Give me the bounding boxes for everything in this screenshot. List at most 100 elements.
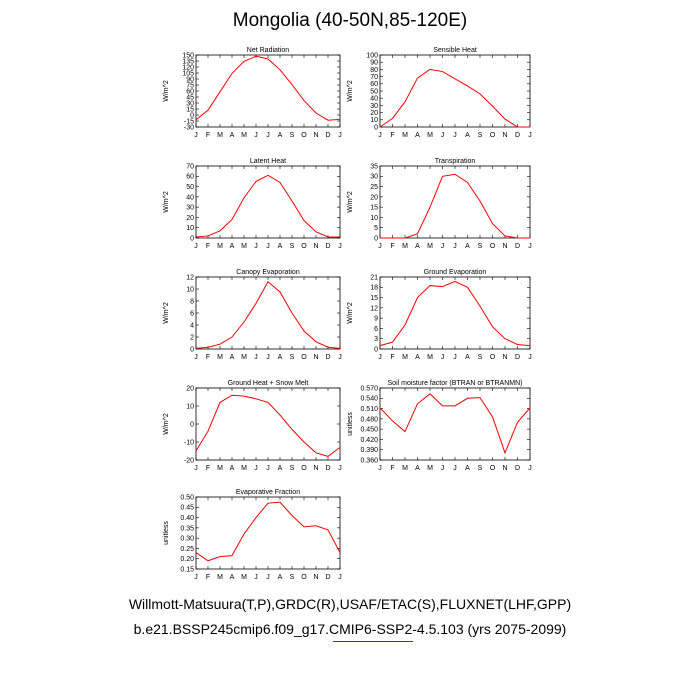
x-tick-label: N [313, 354, 318, 361]
y-tick-label: 20 [186, 215, 194, 222]
x-tick-label: M [241, 354, 247, 361]
y-tick-label: 6 [190, 310, 194, 317]
panel-title: Transpiration [435, 158, 476, 165]
y-tick-label: 3 [374, 336, 378, 343]
x-tick-label: M [217, 132, 223, 139]
x-tick-label: A [230, 243, 235, 250]
y-tick-label: 40 [186, 194, 194, 201]
x-tick-label: A [278, 574, 283, 581]
y-tick-label: 0.420 [360, 437, 378, 444]
y-tick-label: 0 [374, 235, 378, 242]
x-tick-label: M [427, 465, 433, 472]
x-tick-label: N [313, 132, 318, 139]
y-tick-label: 120 [182, 64, 194, 71]
y-tick-label: 30 [186, 100, 194, 107]
x-tick-label: J [194, 465, 198, 472]
y-axis-label: W/m^2 [163, 191, 170, 213]
y-axis-label: unitless [347, 412, 354, 436]
y-tick-label: 15 [186, 106, 194, 113]
y-tick-label: 12 [186, 274, 194, 281]
x-tick-label: D [325, 243, 330, 250]
y-tick-label: 40 [370, 96, 378, 103]
x-tick-label: M [241, 243, 247, 250]
x-tick-label: S [290, 354, 295, 361]
y-tick-label: 70 [186, 163, 194, 170]
x-tick-label: A [278, 243, 283, 250]
x-tick-label: A [278, 132, 283, 139]
x-tick-label: M [427, 354, 433, 361]
y-tick-label: 10 [186, 225, 194, 232]
x-tick-label: D [515, 132, 520, 139]
x-tick-label: J [266, 465, 270, 472]
x-tick-label: J [254, 574, 258, 581]
y-tick-label: 20 [370, 110, 378, 117]
x-tick-label: J [528, 354, 532, 361]
plot-frame [379, 387, 531, 461]
y-tick-label: -20 [184, 457, 194, 464]
y-tick-label: 50 [186, 184, 194, 191]
x-tick-label: F [390, 354, 394, 361]
panel-title: Latent Heat [250, 158, 286, 165]
x-tick-label: M [217, 465, 223, 472]
panel-9: Evaporative Fraction 0.15 0.20 0.25 0.30 0.35… [163, 489, 342, 581]
y-tick-label: 30 [370, 174, 378, 181]
y-tick-label: 6 [374, 326, 378, 333]
y-tick-label: 75 [186, 82, 194, 89]
footer-underline [333, 641, 413, 642]
y-tick-label: 21 [370, 274, 378, 281]
y-tick-label: 18 [370, 285, 378, 292]
y-tick-label: 0.25 [180, 546, 194, 553]
x-tick-label: A [415, 354, 420, 361]
x-tick-label: M [241, 465, 247, 472]
x-tick-label: D [515, 465, 520, 472]
y-tick-label: 20 [186, 385, 194, 392]
x-tick-label: D [325, 465, 330, 472]
panel-title: Soil moisture factor (BTRAN or BTRANMN) [388, 380, 523, 387]
x-tick-label: O [490, 354, 496, 361]
panel-title: Canopy Evaporation [236, 269, 300, 276]
x-tick-label: D [515, 354, 520, 361]
x-tick-label: M [402, 243, 408, 250]
plot-frame [195, 165, 341, 239]
y-tick-label: 8 [190, 298, 194, 305]
x-tick-label: J [254, 132, 258, 139]
x-tick-label: O [301, 132, 307, 139]
x-tick-label: A [465, 465, 470, 472]
y-tick-label: 100 [366, 52, 378, 59]
x-tick-label: N [313, 465, 318, 472]
x-tick-label: J [528, 132, 532, 139]
panel-title: Evaporative Fraction [236, 489, 300, 496]
x-tick-label: O [490, 243, 496, 250]
x-tick-label: M [402, 132, 408, 139]
y-tick-label: 90 [186, 76, 194, 83]
x-tick-label: J [378, 465, 382, 472]
x-tick-label: J [528, 243, 532, 250]
y-tick-label: 60 [186, 88, 194, 95]
y-tick-label: -30 [184, 124, 194, 131]
series-line [380, 173, 530, 239]
plot-frame [195, 54, 341, 128]
y-tick-label: 0.20 [180, 556, 194, 563]
series-line [195, 281, 341, 349]
y-tick-label: 10 [186, 286, 194, 293]
y-tick-label: 135 [182, 58, 194, 65]
x-tick-label: A [278, 465, 283, 472]
y-tick-label: 0.360 [360, 457, 378, 464]
series-line [379, 68, 530, 128]
y-tick-label: 0.570 [360, 385, 378, 392]
x-tick-label: D [325, 574, 330, 581]
y-axis-label: W/m^2 [163, 80, 170, 102]
x-tick-label: J [194, 243, 198, 250]
x-tick-label: J [266, 574, 270, 581]
x-tick-label: A [230, 574, 235, 581]
x-tick-label: N [502, 132, 507, 139]
x-tick-label: J [441, 243, 445, 250]
y-tick-label: 10 [370, 215, 378, 222]
y-tick-label: 0 [190, 112, 194, 119]
y-tick-label: 35 [370, 163, 378, 170]
